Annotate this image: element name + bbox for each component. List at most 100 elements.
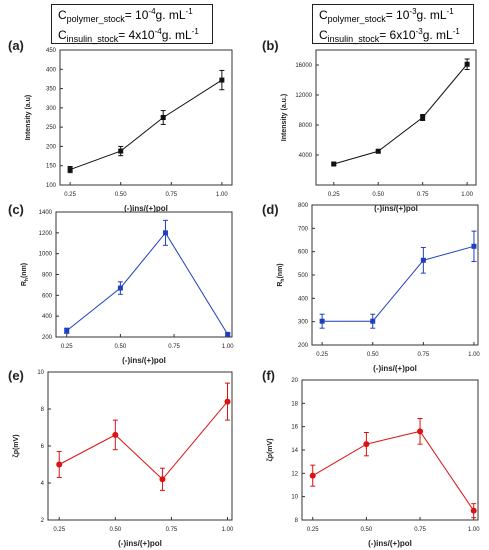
polymer-stock-line: Cpolymer_stock= 10-3g. mL-1	[319, 7, 454, 24]
data-point	[112, 431, 119, 438]
x-tick-label: 0.25	[64, 192, 76, 198]
y-axis-label-text: R	[277, 282, 284, 287]
series-line	[58, 401, 228, 481]
y-axis-label-text: Intensity (a.u)	[25, 95, 32, 141]
panel-label: (d)	[262, 202, 279, 217]
data-point	[224, 398, 231, 405]
y-axis-label-subscript: h	[280, 279, 286, 282]
data-point	[370, 318, 376, 324]
x-tick-label: 0.75	[168, 344, 180, 350]
x-tick-label: 0.75	[165, 192, 177, 198]
data-point	[471, 243, 477, 249]
y-tick-label: 8	[295, 518, 299, 524]
y-tick-label: 6	[41, 444, 45, 450]
y-axis-label: Intensity (a.u)	[25, 95, 32, 141]
panel-a: (a) 0.25 0.50 0.75 1.00 100 150 200 250 300 350 400…	[8, 38, 233, 213]
x-tick-label: 0.25	[328, 192, 340, 198]
data-point	[118, 148, 124, 154]
y-axis-label: Intensity (a.u.)	[281, 94, 288, 141]
series-line	[322, 245, 475, 322]
y-tick-label: 600	[42, 293, 53, 299]
y-tick-label: 1200	[39, 231, 53, 237]
panel-e: (e) 0.25 0.50 0.75 1.00 2 4 6 8 10 (-)ins/(+)pol ζp…	[8, 368, 234, 548]
y-tick-label: 700	[298, 226, 309, 232]
data-point	[117, 285, 123, 291]
data-point	[319, 318, 325, 324]
y-tick-label: 4000	[299, 153, 313, 159]
x-tick-label: 0.50	[115, 192, 127, 198]
data-point	[64, 328, 70, 334]
data-point	[464, 61, 470, 67]
data-point	[420, 115, 426, 120]
x-tick-label: 0.75	[166, 527, 178, 533]
y-tick-label: 12	[291, 471, 298, 477]
y-tick-label: 1400	[39, 210, 53, 216]
x-tick-label: 1.00	[461, 192, 473, 198]
data-point	[420, 257, 426, 263]
x-axis-label: (-)ins/(+)pol	[368, 539, 412, 548]
x-tick-label: 0.25	[307, 527, 319, 533]
panel-label: (f)	[262, 368, 275, 383]
condition-box-right: Cpolymer_stock= 10-3g. mL-1 Cinsulin_sto…	[312, 4, 474, 44]
plot-frame	[301, 379, 479, 521]
data-point	[417, 428, 424, 435]
data-point	[331, 161, 337, 167]
panel-d: (d) 0.25 0.50 0.75 1.00 200 300 400 500 600 700 800…	[262, 202, 480, 373]
x-tick-label: 0.75	[417, 192, 429, 198]
panel-b: (b) 0.25 0.50 0.75 1.00 4000 8000 12000 16000 (-)…	[262, 38, 477, 213]
x-tick-label: 1.00	[468, 527, 480, 533]
y-axis-label-text: ζp(mV)	[13, 434, 20, 457]
x-tick-label: 0.25	[61, 344, 73, 350]
y-tick-label: 200	[46, 144, 57, 150]
y-tick-label: 18	[291, 401, 298, 407]
y-tick-label: 2	[41, 518, 45, 524]
data-point	[56, 461, 63, 468]
y-tick-label: 16000	[295, 63, 312, 69]
panel-label: (e)	[8, 368, 24, 383]
insulin-stock-line: Cinsulin_stock= 6x10-3g. mL-1	[319, 27, 460, 44]
x-axis-label: (-)ins/(+)pol	[373, 364, 417, 373]
x-tick-label: 0.50	[109, 527, 121, 533]
y-tick-label: 250	[46, 125, 57, 131]
polymer-stock-line: Cpolymer_stock= 10-4g. mL-1	[58, 7, 193, 24]
y-tick-label: 400	[46, 67, 57, 73]
panel-label: (b)	[262, 38, 279, 53]
data-point	[160, 115, 166, 120]
x-axis-label: (-)ins/(+)pol	[374, 204, 418, 213]
x-axis-label: (-)ins/(+)pol	[124, 204, 168, 213]
y-tick-label: 10	[291, 495, 298, 501]
y-tick-label: 100	[46, 183, 57, 189]
y-tick-label: 400	[42, 314, 53, 320]
insulin-stock-line: Cinsulin_stock= 4x10-4g. mL-1	[58, 27, 199, 44]
panel-c: (c) 0.25 0.50 0.75 1.00 200 400 600 800 1000 1200 1…	[8, 202, 234, 365]
x-tick-label: 0.50	[367, 352, 379, 358]
y-tick-label: 150	[46, 164, 57, 170]
y-tick-label: 600	[298, 250, 309, 256]
x-axis-label: (-)ins/(+)pol	[118, 539, 162, 548]
y-tick-label: 8	[41, 407, 45, 413]
y-axis-label: ζp(mV)	[267, 438, 274, 461]
y-tick-label: 20	[291, 378, 298, 384]
plot-frame	[59, 49, 233, 186]
y-tick-label: 350	[46, 87, 57, 93]
y-tick-label: 450	[46, 48, 57, 54]
panel-label: (a)	[8, 38, 24, 53]
y-tick-label: 16	[291, 425, 298, 431]
x-tick-label: 0.75	[414, 527, 426, 533]
y-tick-label: 800	[42, 273, 53, 279]
y-axis-label-text: R	[21, 281, 28, 286]
series-line	[69, 79, 223, 171]
x-tick-label: 0.50	[115, 344, 127, 350]
y-tick-label: 800	[298, 203, 309, 209]
data-point	[162, 230, 168, 236]
panel-label: (c)	[8, 202, 24, 217]
x-tick-label: 1.00	[222, 344, 234, 350]
x-axis-label: (-)ins/(+)pol	[122, 356, 166, 365]
y-tick-label: 4	[41, 481, 45, 487]
x-tick-label: 0.50	[372, 192, 384, 198]
y-axis-label-unit: (nm)	[277, 263, 284, 278]
y-tick-label: 12000	[295, 93, 312, 99]
series-line	[66, 231, 229, 335]
